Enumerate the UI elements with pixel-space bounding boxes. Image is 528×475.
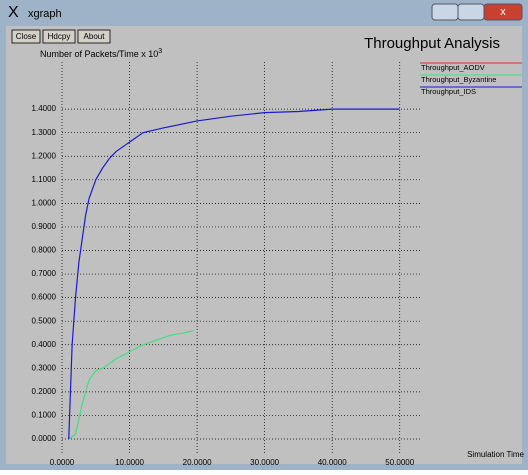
chart-title: Throughput Analysis [364,35,500,52]
y-label-text: Number of Packets/Time x 10 [40,49,158,59]
toolbar-button[interactable] [42,29,76,44]
x-tick-label: 30.0000 [250,458,279,467]
y-tick-label: 0.8000 [32,246,57,255]
y-tick-label: 0.0000 [32,434,57,443]
window-title: xgraph [28,8,62,20]
minimize-button[interactable] [431,3,459,21]
legend-label: Throughput_AODV [421,63,485,72]
series-line [68,108,400,440]
y-tick-label: 0.2000 [32,387,57,396]
y-tick-label: 0.7000 [32,269,57,278]
series-line [68,330,194,440]
x-tick-label: 0.0000 [50,458,75,467]
y-tick-label: 0.1000 [32,411,57,420]
toolbar-button[interactable] [11,29,41,44]
toolbar-button-label: Hdcpy [48,32,71,41]
toolbar-button[interactable] [77,29,111,44]
y-tick-label: 1.1000 [32,175,57,184]
x-tick-label: 10.0000 [115,458,144,467]
toolbar-button-label: Close [16,32,37,41]
close-window-button[interactable] [483,3,523,21]
y-tick-label: 0.6000 [32,293,57,302]
y-tick-label: 0.9000 [32,222,57,231]
y-tick-label: 1.0000 [32,198,57,207]
y-axis-label: Number of Packets/Time x 103 [40,48,162,60]
y-tick-label: 1.3000 [32,128,57,137]
x-tick-label: 40.0000 [318,458,347,467]
x-tick-label: 50.0000 [385,458,414,467]
toolbar-button-label: About [84,32,106,41]
x-axis-label: Simulation Time [467,450,524,459]
window-body [6,26,522,464]
close-x: x [500,6,506,18]
x-icon: X [8,4,19,21]
y-tick-label: 0.3000 [32,363,57,372]
x-tick-label: 20.0000 [183,458,212,467]
y-tick-label: 0.4000 [32,340,57,349]
y-tick-label: 1.4000 [32,104,57,113]
legend-label: Throughput_IDS [421,87,476,96]
y-label-exponent: 3 [158,48,162,55]
maximize-button[interactable] [457,3,485,21]
y-tick-label: 1.2000 [32,151,57,160]
y-tick-label: 0.5000 [32,316,57,325]
legend-label: Throughput_Byzantine [421,75,496,84]
